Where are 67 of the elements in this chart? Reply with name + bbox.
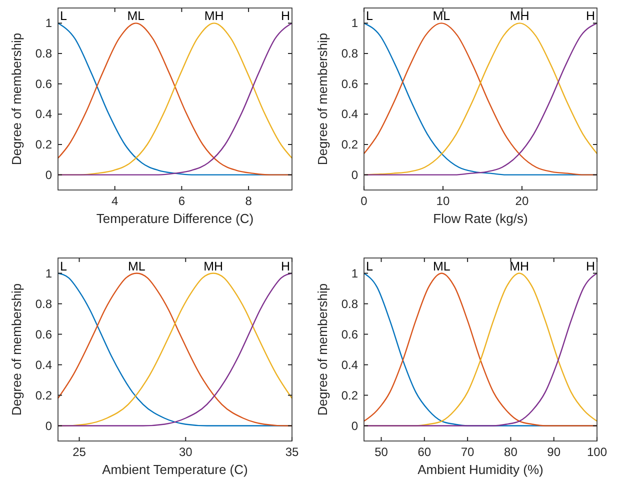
y-tick-label: 0.8 xyxy=(341,296,358,311)
y-tick-label: 0.4 xyxy=(35,107,52,122)
y-tick-label: 0.2 xyxy=(35,138,52,152)
y-axis-title: Degree of membership xyxy=(315,283,330,416)
series-label: MH xyxy=(204,9,224,24)
x-axis-title: Flow Rate (kg/s) xyxy=(433,211,528,226)
series-label: ML xyxy=(128,259,146,274)
y-tick-label: 0 xyxy=(351,168,358,182)
y-tick-label: 0.6 xyxy=(35,76,52,91)
y-tick-label: 0.8 xyxy=(35,46,52,60)
x-tick-label: 10 xyxy=(436,194,450,208)
y-tick-label: 0.6 xyxy=(341,327,358,342)
y-tick-label: 1 xyxy=(351,266,358,280)
x-tick-label: 20 xyxy=(515,194,529,208)
series-label: H xyxy=(586,9,595,24)
x-tick-label: 70 xyxy=(460,445,475,459)
y-tick-label: 0.8 xyxy=(35,296,52,311)
series-label: H xyxy=(280,259,290,274)
x-tick-label: 6 xyxy=(178,194,186,208)
y-tick-label: 0 xyxy=(351,418,358,433)
y-tick-label: 0.2 xyxy=(35,388,52,402)
series-label: L xyxy=(60,259,67,274)
series-label: ML xyxy=(432,259,450,274)
series-label: L xyxy=(366,259,373,274)
y-tick-label: 1 xyxy=(45,266,52,280)
x-axis-title: Ambient Temperature (C) xyxy=(102,462,248,477)
x-tick-label: 80 xyxy=(504,445,518,459)
x-tick-label: 35 xyxy=(285,445,299,459)
x-axis-title: Ambient Humidity (%) xyxy=(418,462,544,477)
x-tick-label: 30 xyxy=(178,445,193,459)
series-label: L xyxy=(366,9,373,24)
y-tick-label: 0.2 xyxy=(341,138,358,152)
x-tick-label: 0 xyxy=(360,194,368,208)
y-tick-label: 0.4 xyxy=(341,358,358,372)
y-tick-label: 0.8 xyxy=(341,46,358,60)
y-tick-label: 1 xyxy=(45,16,52,30)
y-axis-title: Degree of membership xyxy=(315,32,330,166)
y-tick-label: 0.4 xyxy=(341,107,358,122)
series-label: MH xyxy=(510,9,530,24)
x-tick-label: 4 xyxy=(111,194,118,208)
series-label: H xyxy=(586,259,595,274)
series-label: MH xyxy=(510,259,530,274)
x-tick-label: 25 xyxy=(72,445,86,459)
series-label: ML xyxy=(432,9,450,24)
x-tick-label: 100 xyxy=(586,445,608,459)
y-tick-label: 0.6 xyxy=(341,76,358,91)
x-tick-label: 8 xyxy=(245,194,252,208)
y-tick-label: 0.6 xyxy=(35,327,52,342)
line-series xyxy=(57,272,293,426)
series-label: ML xyxy=(127,9,145,24)
line-series xyxy=(363,272,598,426)
y-axis-title: Degree of membership xyxy=(9,32,24,166)
x-tick-label: 90 xyxy=(547,445,561,459)
x-tick-label: 60 xyxy=(418,445,432,459)
y-tick-label: 0 xyxy=(45,418,52,433)
y-tick-label: 1 xyxy=(351,16,358,30)
line-series xyxy=(57,22,293,176)
series-label: H xyxy=(280,9,290,24)
series-label: L xyxy=(60,9,67,24)
y-tick-label: 0.2 xyxy=(341,388,358,402)
y-tick-label: 0 xyxy=(45,168,52,182)
x-tick-label: 50 xyxy=(374,445,388,459)
line-series xyxy=(363,22,598,176)
y-axis-title: Degree of membership xyxy=(9,283,24,416)
series-label: MH xyxy=(204,259,224,274)
x-axis-title: Temperature Difference (C) xyxy=(96,211,254,226)
y-tick-label: 0.4 xyxy=(35,358,52,372)
